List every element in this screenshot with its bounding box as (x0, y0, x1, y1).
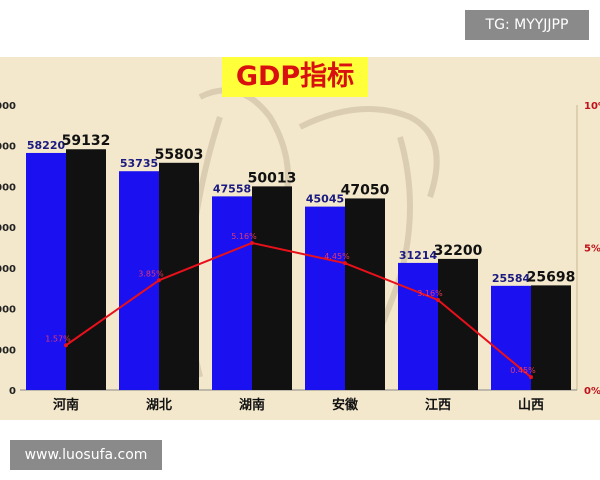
data-label-series2: 47050 (341, 182, 390, 198)
data-label-series2: 50013 (248, 170, 297, 186)
left-axis: 00000000000000000000000000000 (0, 101, 16, 397)
y2-tick-label: 10% (584, 101, 600, 112)
bar-series1 (26, 152, 66, 390)
category-labels: 河南 湖北 湖南 安徽 江西 山西 (53, 397, 544, 413)
data-label-series1: 47558 (213, 182, 251, 195)
x-tick-label: 安徽 (332, 397, 359, 413)
growth-label: 1.57% (45, 334, 71, 343)
bar-series1 (305, 206, 345, 390)
bar-series2 (159, 162, 199, 390)
data-label-series2: 25698 (527, 269, 576, 285)
bar-series1 (119, 171, 159, 390)
growth-line-path (65, 241, 532, 378)
data-label-series2: 55803 (155, 147, 204, 163)
growth-label: 3.16% (417, 289, 443, 298)
growth-point (250, 240, 254, 245)
growth-label: 3.85% (138, 269, 164, 278)
bar-series1 (398, 262, 438, 390)
data-label-series1: 53735 (120, 157, 158, 170)
chart-title: GDP指标 (222, 57, 368, 97)
y-tick-label: 0 (9, 386, 16, 397)
growth-point (436, 297, 440, 302)
growth-point (343, 261, 347, 266)
telegram-badge: TG: MYYJJPP (465, 10, 589, 40)
growth-label: 4.45% (324, 252, 350, 261)
growth-label: 5.16% (231, 232, 257, 241)
site-url: www.luosufa.com (10, 440, 162, 470)
y2-tick-label: 0% (584, 386, 600, 397)
bar-series2 (345, 198, 385, 390)
x-tick-label: 湖北 (146, 398, 172, 413)
data-label-series1: 25584 (492, 272, 531, 285)
growth-point (529, 375, 533, 380)
right-axis: 0% 5% 10% (20, 101, 600, 397)
bars (26, 149, 571, 390)
growth-point (64, 343, 68, 348)
bar-series2 (531, 285, 571, 390)
data-label-series1: 45045 (306, 193, 344, 206)
growth-line: 1.57% 3.85% 5.16% 4.45% 3.16% 0.45% (45, 232, 536, 380)
bar-series2 (438, 258, 478, 390)
growth-label: 0.45% (510, 366, 536, 375)
data-label-series2: 59132 (62, 133, 111, 149)
bar-series1 (212, 196, 252, 390)
x-tick-label: 河南 (53, 397, 79, 413)
bar-series2 (252, 186, 292, 390)
x-tick-label: 湖南 (239, 397, 265, 413)
gdp-chart: 00000000000000000000000000000 0%5%10% 58… (0, 87, 600, 413)
x-tick-label: 江西 (425, 397, 451, 413)
data-label-series2: 32200 (434, 243, 483, 259)
y2-tick-label: 5% (584, 244, 600, 255)
growth-point (157, 278, 161, 283)
x-tick-label: 山西 (518, 397, 544, 413)
data-label-series1: 31214 (399, 249, 438, 262)
bar-series2 (66, 149, 106, 390)
chart-panel: 00000000000000000000000000000 0%5%10% 58… (0, 57, 600, 420)
data-label-series1: 58220 (27, 139, 66, 152)
